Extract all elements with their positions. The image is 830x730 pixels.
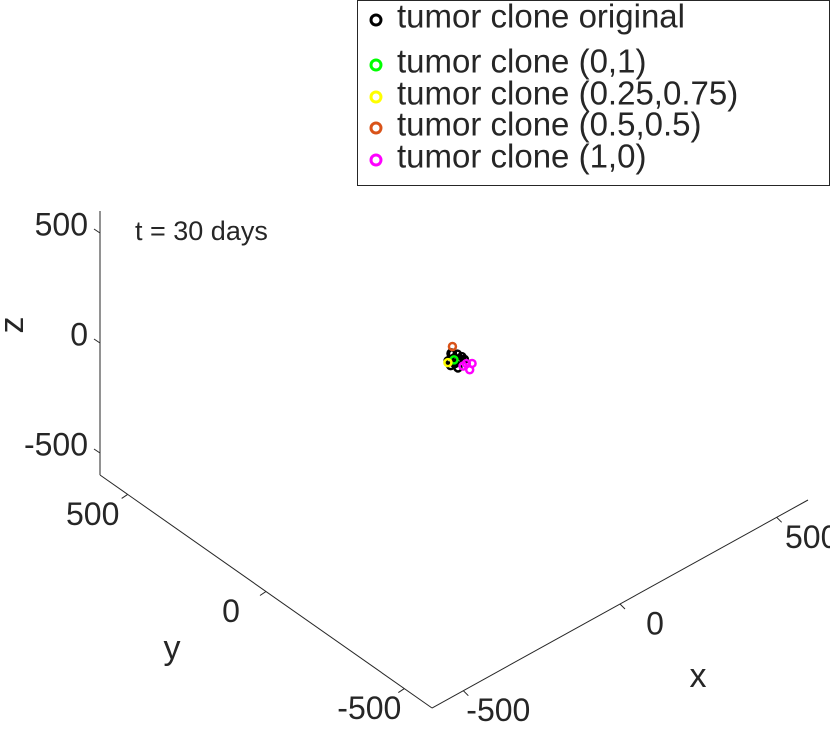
z-tick — [93, 338, 101, 344]
legend-label: tumor clone original — [397, 0, 685, 35]
y-tick-label: 0 — [222, 593, 240, 629]
x-axis-label: x — [690, 657, 707, 695]
point — [443, 357, 453, 368]
point — [447, 341, 458, 352]
y-tick — [259, 591, 267, 596]
legend-marker — [369, 121, 383, 135]
legend-box — [357, 0, 830, 186]
y-tick-label: -500 — [337, 690, 401, 726]
z-tick-label: 500 — [35, 206, 88, 242]
y-axis-label: y — [164, 629, 181, 667]
z-axis-label: z — [0, 317, 31, 334]
legend-label: tumor clone (0,1) — [397, 43, 646, 80]
chart-title: t = 30 days — [135, 216, 268, 246]
z-tick-label: -500 — [24, 426, 88, 462]
z-tick — [93, 228, 101, 234]
y-tick — [121, 494, 128, 499]
legend-label: tumor clone (0.5,0.5) — [397, 106, 701, 143]
x-tick-label: -500 — [466, 692, 530, 728]
x-tick — [619, 603, 626, 610]
y-tick — [398, 688, 405, 693]
x-tick-label: 0 — [646, 605, 664, 641]
legend-marker — [369, 58, 383, 72]
point — [464, 365, 475, 375]
legend-label: tumor clone (1,0) — [397, 138, 646, 175]
z-tick-label: 0 — [70, 316, 88, 352]
x-tick — [462, 690, 469, 697]
y-tick-label: 500 — [66, 496, 119, 532]
z-tick — [93, 448, 101, 454]
x-tick-label: 500 — [785, 519, 830, 555]
x-tick — [776, 516, 783, 523]
legend-marker — [369, 90, 383, 104]
legend-marker — [369, 13, 383, 27]
legend-label: tumor clone (0.25,0.75) — [397, 75, 738, 112]
legend-marker — [369, 153, 383, 167]
